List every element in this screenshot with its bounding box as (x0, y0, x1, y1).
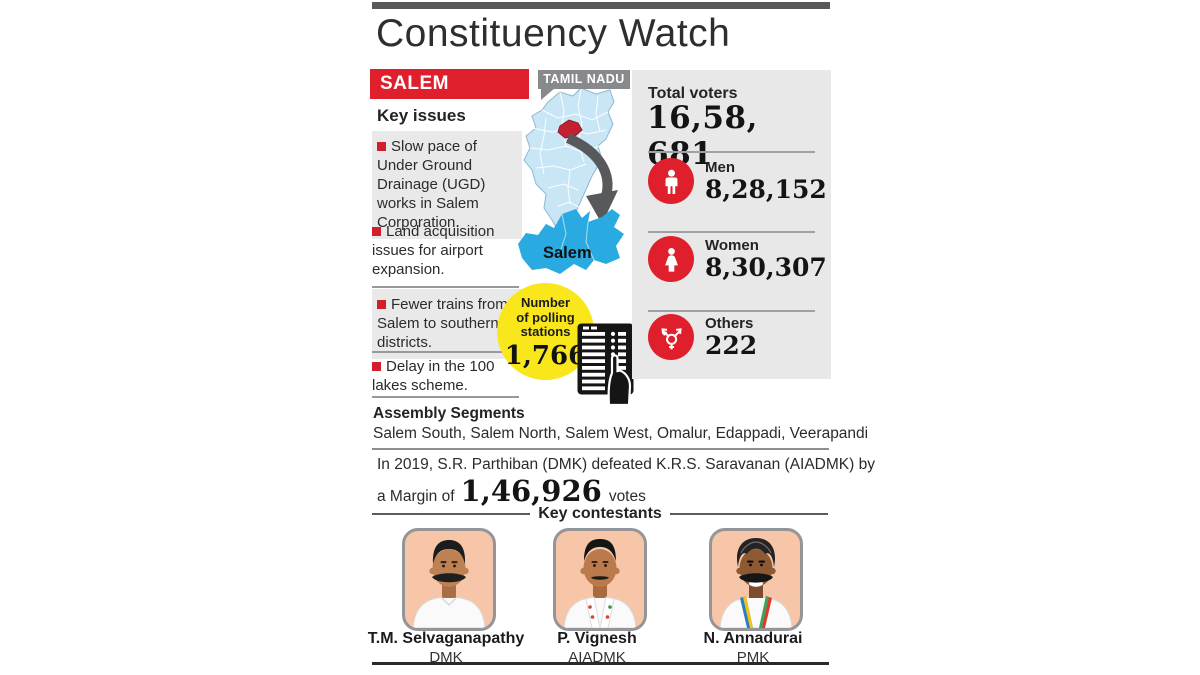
voters-stats-panel: Total voters 16,58, 681 Men 8,28,152 (632, 70, 831, 379)
total-voters-label: Total voters (648, 85, 738, 102)
key-issue-item: Delay in the 100 lakes scheme. (372, 357, 522, 395)
bottom-rule-bar (372, 662, 829, 665)
contestant-name: N. Annadurai (703, 630, 803, 647)
margin-prefix: a Margin of (377, 488, 455, 505)
voter-group-row: Others 222 (648, 314, 757, 360)
red-square-bullet-icon (372, 362, 381, 371)
total-voters-value: 16,58, 681 (647, 100, 758, 172)
red-square-bullet-icon (377, 142, 386, 151)
divider (372, 448, 829, 450)
key-issue-item: Slow pace of Under Ground Drainage (UGD)… (372, 131, 522, 239)
curved-arrow-icon (565, 133, 618, 224)
margin-value: 1,46,926 (460, 474, 602, 508)
divider (372, 286, 519, 288)
contestant-name: P. Vignesh (557, 630, 637, 647)
salem-district-map-icon (518, 209, 624, 274)
evm-voting-machine-icon (577, 323, 634, 406)
voter-group-row: Men 8,28,152 (648, 158, 827, 204)
voter-group-label: Men (705, 158, 735, 176)
contestant-photo (553, 528, 647, 631)
margin-suffix: votes (608, 488, 646, 505)
key-issue-text: Slow pace of Under Ground Drainage (UGD)… (377, 138, 486, 231)
voter-group-label: Others (705, 314, 754, 332)
divider (648, 310, 815, 312)
contestant-photo (709, 528, 803, 631)
red-square-bullet-icon (377, 300, 386, 309)
contestant-party: PMK (736, 649, 770, 666)
contestant-party: AIADMK (568, 649, 626, 666)
transgender-icon (648, 314, 694, 360)
key-issue-text: Land acquisition issues for airport expa… (372, 223, 495, 278)
voter-group-label: Women (705, 236, 759, 254)
district-map-label: Salem (543, 244, 592, 262)
key-contestants-heading: Key contestants (538, 505, 662, 522)
key-issue-text: Fewer trains from Salem to southern dist… (377, 296, 508, 351)
woman-icon (648, 236, 694, 282)
key-issues-heading: Key issues (377, 106, 466, 125)
voter-group-value: 8,28,152 (705, 174, 827, 204)
assembly-segments-list: Salem South, Salem North, Salem West, Om… (373, 425, 869, 442)
key-issue-item: Fewer trains from Salem to southern dist… (372, 289, 522, 359)
label-pointer-icon (541, 88, 555, 100)
result-2019-margin: a Margin of 1,46,926 votes (377, 474, 646, 508)
polling-stations-label: Number of polling stations (516, 295, 575, 339)
constituency-name: SALEM (380, 73, 449, 94)
divider (670, 513, 828, 515)
page-title: Constituency Watch (376, 12, 731, 55)
key-issue-text: Delay in the 100 lakes scheme. (372, 358, 495, 394)
divider (372, 513, 530, 515)
assembly-segments-heading: Assembly Segments (373, 405, 525, 422)
contestant-name: T.M. Selvaganapathy (367, 630, 525, 647)
voter-group-value: 8,30,307 (705, 252, 827, 282)
man-icon (648, 158, 694, 204)
contestant-photo (402, 528, 496, 631)
state-map-label: TAMIL NADU (538, 70, 630, 89)
polling-stations-value: 1,766 (504, 340, 587, 371)
voter-group-value: 222 (705, 330, 758, 360)
divider (648, 151, 815, 153)
contestant-party: DMK (429, 649, 463, 666)
voter-group-row: Women 8,30,307 (648, 236, 827, 282)
constituency-banner: SALEM (370, 69, 529, 99)
top-rule-bar (372, 2, 830, 9)
divider (372, 396, 519, 398)
result-2019-text: In 2019, S.R. Parthiban (DMK) defeated K… (377, 456, 875, 473)
red-square-bullet-icon (372, 227, 381, 236)
key-issue-item: Land acquisition issues for airport expa… (372, 222, 522, 279)
divider (648, 231, 815, 233)
divider (372, 351, 519, 353)
